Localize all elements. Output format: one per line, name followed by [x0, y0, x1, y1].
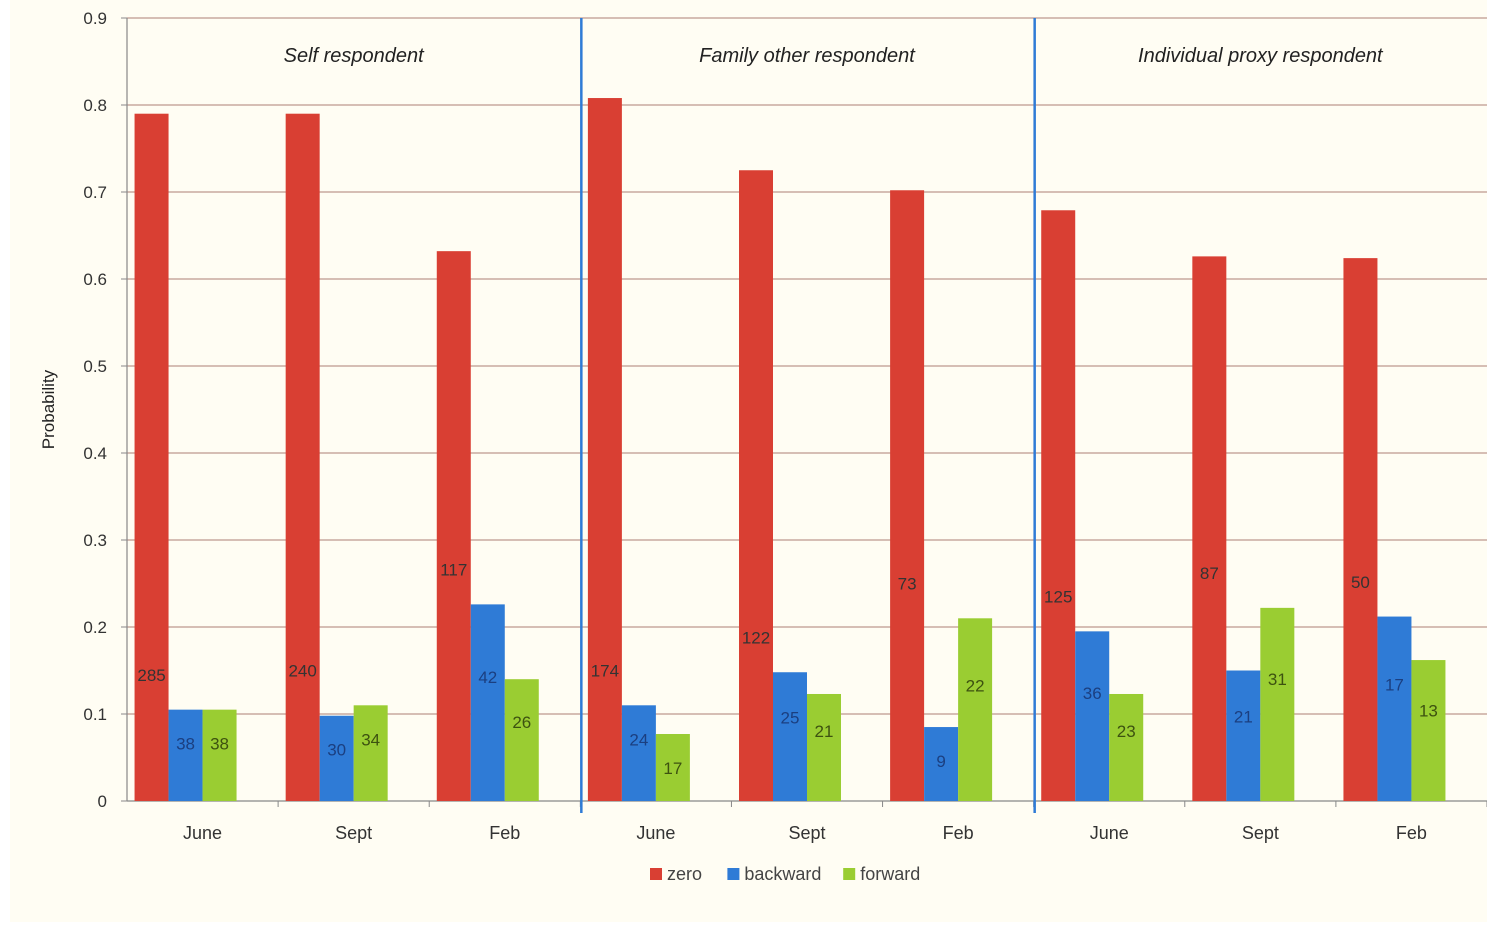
y-tick-label: 0.5 — [83, 357, 107, 376]
data-label: 22 — [966, 676, 985, 695]
legend-label: forward — [860, 864, 920, 884]
legend-label: backward — [744, 864, 821, 884]
legend-swatch-zero — [650, 868, 662, 880]
y-tick-label: 0.6 — [83, 270, 107, 289]
y-tick-label: 0 — [98, 792, 107, 811]
bar-zero — [134, 113, 169, 801]
x-tick-label: Sept — [335, 823, 372, 843]
data-label: 21 — [815, 722, 834, 741]
data-label: 240 — [288, 662, 316, 681]
data-label: 26 — [512, 713, 531, 732]
bar-forward — [1411, 660, 1446, 801]
bar-forward — [958, 618, 993, 801]
data-label: 50 — [1351, 573, 1370, 592]
y-tick-label: 0.4 — [83, 444, 107, 463]
data-label: 17 — [663, 759, 682, 778]
data-label: 23 — [1117, 722, 1136, 741]
y-tick-label: 0.8 — [83, 96, 107, 115]
bar-chart: 0 0.1 0.2 0.3 0.4 0.5 0.6 0.7 0.8 0.9 Probability S… — [39, 9, 1487, 884]
legend-swatch-backward — [727, 868, 740, 880]
bar-forward — [353, 705, 388, 801]
bar-backward — [470, 604, 505, 801]
bar-forward — [504, 679, 539, 801]
y-tick-label: 0.3 — [83, 531, 107, 550]
bar-forward — [807, 693, 841, 801]
x-tick-label: Feb — [943, 823, 974, 843]
bar-zero — [1192, 256, 1227, 801]
bar-zero — [1041, 210, 1076, 801]
data-label: 31 — [1268, 670, 1287, 689]
bar-forward — [655, 734, 690, 801]
data-label: 73 — [898, 575, 917, 594]
bar-backward — [1075, 631, 1110, 801]
y-axis-label: Probability — [39, 369, 58, 449]
data-label: 122 — [742, 629, 770, 648]
x-tick-label: Sept — [1242, 823, 1279, 843]
bar-backward — [1226, 670, 1261, 801]
bar-zero — [890, 190, 925, 801]
x-tick-label: Feb — [1396, 823, 1427, 843]
data-label: 13 — [1419, 701, 1438, 720]
chart-container: 0 0.1 0.2 0.3 0.4 0.5 0.6 0.7 0.8 0.9 Probability S… — [10, 0, 1487, 922]
panel-title: Self respondent — [284, 45, 426, 67]
bar-zero — [436, 251, 471, 801]
y-tick-label: 0.9 — [83, 9, 107, 28]
data-label: 24 — [629, 730, 648, 749]
data-label: 125 — [1044, 588, 1072, 607]
bar-backward — [924, 727, 959, 801]
bar-zero — [285, 113, 320, 801]
y-tick-label: 0.1 — [83, 705, 107, 724]
bar-zero — [1343, 258, 1378, 801]
data-label: 34 — [361, 730, 380, 749]
legend-label: zero — [667, 864, 702, 884]
data-label: 174 — [591, 662, 619, 681]
data-label: 36 — [1083, 684, 1102, 703]
y-tick-label: 0.7 — [83, 183, 107, 202]
bar-forward — [202, 709, 237, 801]
x-tick-label: June — [183, 823, 222, 843]
data-label: 285 — [137, 666, 165, 685]
data-label: 38 — [176, 735, 195, 754]
legend-swatch-forward — [843, 868, 856, 880]
data-label: 9 — [936, 752, 945, 771]
bar-backward — [168, 709, 203, 801]
x-tick-label: June — [636, 823, 675, 843]
bar-zero — [739, 170, 773, 801]
data-label: 30 — [327, 741, 346, 760]
bar-zero — [587, 98, 622, 802]
x-tick-label: Sept — [788, 823, 825, 843]
data-label: 17 — [1385, 675, 1404, 694]
panel-title: Family other respondent — [699, 45, 916, 67]
bar-backward — [621, 705, 656, 801]
y-tick-label: 0.2 — [83, 618, 107, 637]
bar-forward — [1109, 693, 1144, 801]
panel-title: Individual proxy respondent — [1138, 45, 1384, 67]
data-label: 38 — [210, 735, 229, 754]
data-label: 25 — [781, 709, 800, 728]
data-label: 21 — [1234, 708, 1253, 727]
bar-backward — [319, 715, 354, 801]
data-label: 87 — [1200, 564, 1219, 583]
data-label: 42 — [478, 668, 497, 687]
x-tick-label: Feb — [489, 823, 520, 843]
bar-backward — [1377, 616, 1412, 801]
bar-backward — [773, 672, 807, 801]
bar-forward — [1260, 607, 1295, 801]
data-label: 117 — [440, 561, 467, 580]
x-tick-label: June — [1090, 823, 1129, 843]
